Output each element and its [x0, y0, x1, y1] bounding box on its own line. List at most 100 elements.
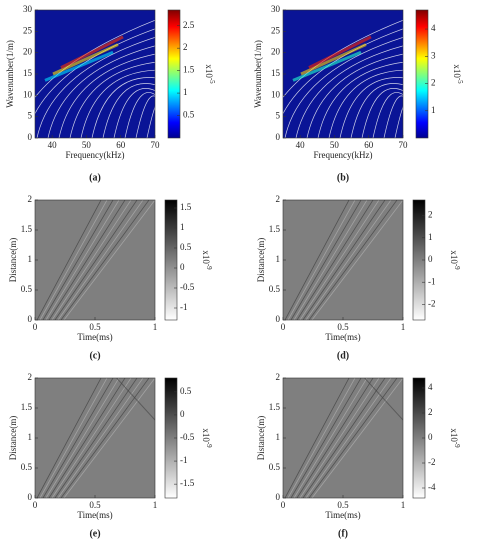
colorbar-scale: x10-9	[449, 250, 461, 270]
colorbar-scale: x10-5	[452, 64, 464, 84]
panel-label: (e)	[89, 528, 100, 539]
dispersion-curve	[47, 45, 155, 138]
colorbar-tick-label: -2	[428, 299, 436, 309]
y-tick-label: 20	[23, 47, 33, 57]
colorbar-tick-label: -1	[428, 276, 436, 286]
y-tick-label: 0	[276, 492, 281, 502]
energy-streak	[52, 43, 119, 76]
energy-streak	[44, 50, 114, 82]
x-axis-label: Time(ms)	[77, 332, 112, 342]
wave-front	[63, 378, 155, 498]
wave-front	[305, 200, 392, 320]
colorbar-tick-label: -0.5	[180, 282, 195, 292]
x-tick-label: 60	[116, 140, 126, 150]
y-tick-label: 0	[276, 314, 281, 324]
colorbar-scale-base: x10	[204, 64, 214, 78]
wave-front	[42, 378, 114, 498]
texture	[35, 19, 155, 138]
y-tick-label: 10	[271, 89, 281, 99]
plot-area	[283, 378, 403, 498]
panel-label: (c)	[89, 350, 100, 361]
colorbar-scale-exponent: -9	[205, 264, 213, 270]
x-tick-label: 70	[151, 140, 161, 150]
dispersion-curve	[306, 53, 403, 138]
colorbar-tick-label: 2	[428, 407, 433, 417]
y-tick-label: 2	[276, 372, 281, 382]
texture	[36, 378, 155, 498]
wave-front	[290, 378, 362, 498]
colorbar-tick-label: 2	[183, 42, 188, 52]
y-tick-label: 1.5	[21, 224, 33, 234]
colorbar-tick-label: 1	[180, 222, 185, 232]
x-axis-label: Time(ms)	[77, 510, 112, 520]
colorbar-tick-label: 4	[431, 23, 436, 33]
y-tick-label: 0.5	[21, 284, 33, 294]
wave-front	[39, 200, 108, 320]
wave-front	[60, 200, 150, 320]
wave-front	[57, 200, 144, 320]
colorbar-tick-label: 1	[183, 87, 188, 97]
wave-front	[54, 200, 138, 320]
wave-front	[48, 200, 126, 320]
y-tick-label: 1.5	[269, 224, 281, 234]
y-tick-label: 20	[271, 47, 281, 57]
plot-area	[35, 378, 155, 498]
colorbar-tick-label: -2	[428, 457, 436, 467]
colorbar-scale-base: x10	[449, 250, 459, 264]
dispersion-curve	[135, 95, 155, 138]
colorbar	[415, 9, 429, 139]
x-tick-label: 0	[281, 500, 286, 510]
y-tick-label: 30	[23, 4, 33, 14]
reflection	[116, 378, 155, 421]
energy-streak	[292, 50, 362, 82]
dispersion-curve	[406, 101, 416, 138]
x-tick-label: 0.5	[337, 322, 349, 332]
colorbar-scale: x10-9	[201, 250, 213, 270]
colorbar-tick-label: -1	[180, 302, 188, 312]
y-tick-label: 1.5	[21, 402, 33, 412]
colorbar-tick-label: 1	[428, 232, 433, 242]
x-tick-label: 70	[399, 140, 409, 150]
colorbar-tick-label: 0	[180, 409, 185, 419]
wave-front	[290, 200, 362, 320]
x-tick-label: 0.5	[337, 500, 349, 510]
dispersion-curve	[283, 19, 403, 98]
dispersion-curve	[328, 69, 403, 138]
x-tick-label: 1	[153, 322, 158, 332]
texture	[284, 200, 403, 320]
colorbar-scale-base: x10	[449, 428, 459, 442]
y-axis-label: Distance(m)	[8, 238, 18, 282]
dispersion-curve	[36, 37, 155, 138]
wave-front	[48, 378, 126, 498]
y-tick-label: 0.5	[21, 462, 33, 472]
wave-front	[302, 200, 386, 320]
x-tick-label: 1	[401, 500, 406, 510]
colorbar-scale-exponent: -9	[453, 442, 461, 448]
x-tick-label: 0	[281, 322, 286, 332]
x-tick-label: 0.5	[89, 322, 101, 332]
y-axis-label: Distance(m)	[256, 238, 266, 282]
texture	[284, 378, 403, 498]
dispersion-curve	[284, 37, 403, 138]
wave-front	[287, 378, 356, 498]
colorbar-tick-label: 0.5	[180, 386, 192, 396]
wave-front	[293, 378, 368, 498]
y-tick-label: 0	[28, 492, 33, 502]
x-axis-label: Frequency(kHz)	[314, 150, 373, 160]
x-tick-label: 0	[33, 322, 38, 332]
x-axis-label: Time(ms)	[325, 510, 360, 520]
plot-area	[283, 200, 403, 320]
y-tick-label: 2	[276, 194, 281, 204]
dispersion-curve	[317, 62, 403, 138]
colorbar-scale-base: x10	[201, 250, 211, 264]
dispersion-curve	[146, 106, 155, 138]
dispersion-curve	[394, 106, 403, 138]
wave-front	[293, 200, 368, 320]
colorbar-scale-exponent: -9	[453, 264, 461, 270]
colorbar-tick-label: -1	[180, 455, 188, 465]
panel-label: (a)	[89, 172, 101, 183]
colorbar-tick-label: 4	[428, 382, 433, 392]
x-tick-label: 1	[401, 322, 406, 332]
colorbar	[167, 9, 181, 139]
